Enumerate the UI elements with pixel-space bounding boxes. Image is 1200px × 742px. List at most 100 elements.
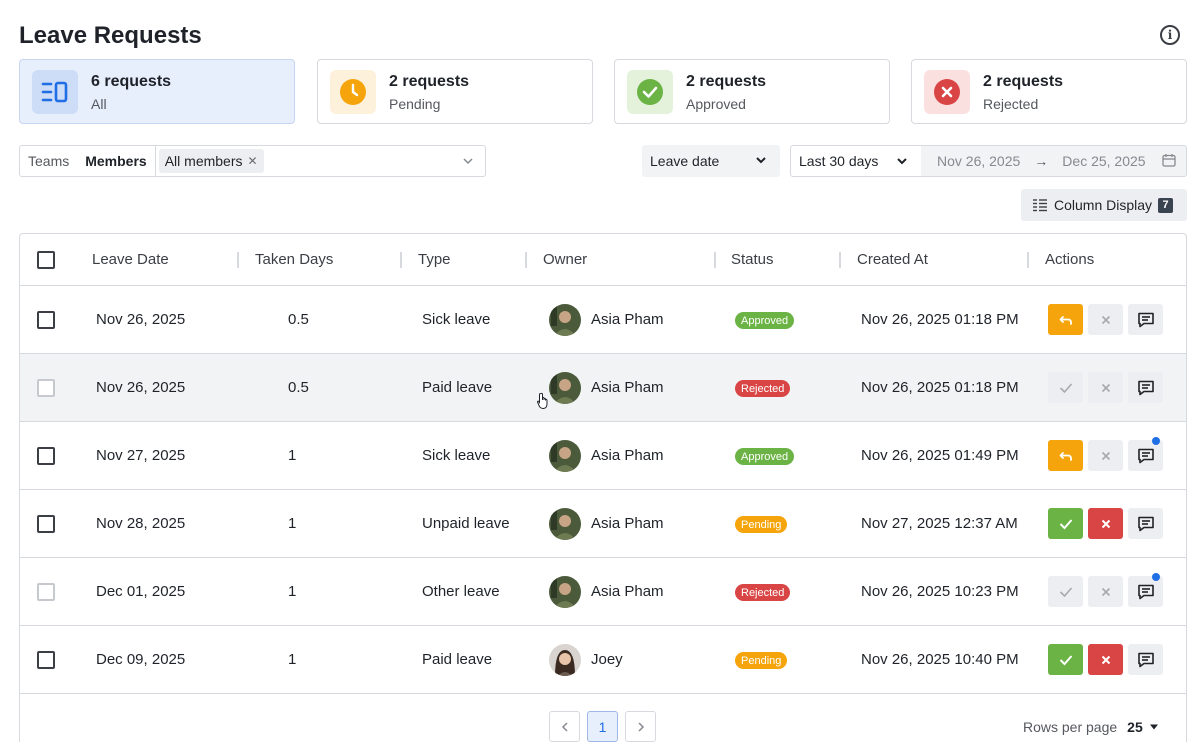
rows-per-page-label: Rows per page (1023, 719, 1118, 735)
owner-name[interactable]: Joey (591, 651, 623, 668)
teams-tab[interactable]: Teams (28, 153, 70, 169)
column-display-label: Column Display (1054, 197, 1153, 213)
col-owner[interactable]: Owner (543, 251, 588, 268)
created-at: Nov 26, 2025 10:40 PM (861, 651, 1019, 668)
table-row[interactable]: Nov 26, 2025 0.5 Paid leave Asia Pham Re… (20, 354, 1186, 422)
taken-days: 0.5 (288, 379, 309, 396)
col-created-at[interactable]: Created At (857, 251, 928, 268)
stat-card-rejected[interactable]: 2 requests Rejected (911, 59, 1187, 124)
unread-dot (1152, 437, 1160, 445)
chevron-down-icon[interactable] (461, 154, 475, 173)
taken-days: 0.5 (288, 311, 309, 328)
owner-name[interactable]: Asia Pham (591, 447, 664, 464)
created-at: Nov 26, 2025 10:23 PM (861, 583, 1019, 600)
stat-count: 2 requests (389, 72, 470, 90)
chevron-right-icon (637, 721, 644, 732)
member-chip[interactable]: All members ✕ (158, 149, 264, 173)
clock-icon (330, 69, 376, 114)
row-checkbox (37, 583, 55, 601)
row-checkbox[interactable] (37, 515, 55, 533)
hand-cursor-icon (536, 392, 552, 415)
owner-name[interactable]: Asia Pham (591, 583, 664, 600)
table-row[interactable]: Nov 26, 2025 0.5 Sick leave Asia Pham Ap… (20, 286, 1186, 354)
chevron-down-icon (895, 154, 909, 171)
table-row[interactable]: Dec 09, 2025 1 Paid leave Joey Pending N… (20, 626, 1186, 694)
reject-button[interactable] (1088, 508, 1123, 539)
undo-icon (1059, 315, 1072, 325)
comment-button[interactable] (1128, 573, 1163, 607)
stat-label: All (91, 95, 107, 112)
reject-button[interactable] (1088, 644, 1123, 675)
info-icon[interactable]: i (1160, 25, 1180, 45)
start-date[interactable]: Nov 26, 2025 (937, 153, 1021, 169)
reject-button[interactable] (1088, 440, 1123, 471)
comment-icon (1137, 380, 1154, 395)
stat-count: 2 requests (983, 72, 1064, 90)
col-status[interactable]: Status (731, 251, 774, 268)
table-row[interactable]: Dec 01, 2025 1 Other leave Asia Pham Rej… (20, 558, 1186, 626)
owner-name[interactable]: Asia Pham (591, 379, 664, 396)
owner-name[interactable]: Asia Pham (591, 515, 664, 532)
approve-button[interactable] (1048, 508, 1083, 539)
close-icon (1101, 451, 1110, 460)
approve-button[interactable] (1048, 372, 1083, 403)
columns-icon (1032, 198, 1048, 212)
date-range-picker[interactable]: Nov 26, 2025 → Dec 25, 2025 (921, 145, 1187, 177)
approve-button[interactable] (1048, 576, 1083, 607)
date-type-select[interactable]: Leave date (642, 145, 780, 177)
comment-button[interactable] (1128, 372, 1163, 403)
comment-button[interactable] (1128, 644, 1163, 675)
caret-down-icon[interactable] (1149, 723, 1159, 731)
col-actions: Actions (1045, 251, 1095, 268)
status-badge: Rejected (735, 380, 791, 397)
rows-per-page-select[interactable]: 25 (1127, 719, 1143, 735)
leave-type: Paid leave (422, 379, 493, 396)
taken-days: 1 (288, 447, 297, 464)
stat-label: Rejected (983, 95, 1039, 112)
table-row[interactable]: Nov 28, 2025 1 Unpaid leave Asia Pham Pe… (20, 490, 1186, 558)
reject-button[interactable] (1088, 304, 1123, 335)
close-icon (1101, 587, 1110, 596)
stat-card-approved[interactable]: 2 requests Approved (614, 59, 890, 124)
undo-button[interactable] (1048, 440, 1083, 471)
table-row[interactable]: Nov 27, 2025 1 Sick leave Asia Pham Appr… (20, 422, 1186, 490)
prev-page-button[interactable] (549, 711, 580, 742)
comment-button[interactable] (1128, 508, 1163, 539)
comment-button[interactable] (1128, 304, 1163, 335)
column-display-button[interactable]: Column Display 7 (1021, 189, 1187, 221)
row-checkbox[interactable] (37, 651, 55, 669)
comment-icon (1137, 448, 1154, 463)
stat-card-pending[interactable]: 2 requests Pending (317, 59, 593, 124)
rows-per-page: Rows per page 25 (1023, 719, 1159, 735)
calendar-icon (1162, 153, 1176, 170)
leave-type: Sick leave (422, 311, 491, 328)
comment-button[interactable] (1128, 437, 1163, 471)
column-count-badge: 7 (1158, 197, 1174, 213)
col-taken-days[interactable]: Taken Days (255, 251, 334, 268)
stat-card-all[interactable]: 6 requests All (19, 59, 295, 124)
next-page-button[interactable] (625, 711, 656, 742)
leave-table: Leave Date Taken Days Type Owner Status … (19, 233, 1187, 742)
undo-button[interactable] (1048, 304, 1083, 335)
col-type[interactable]: Type (418, 251, 451, 268)
status-badge: Approved (735, 448, 795, 465)
approve-button[interactable] (1048, 644, 1083, 675)
end-date[interactable]: Dec 25, 2025 (1062, 153, 1146, 169)
select-all-checkbox[interactable] (37, 251, 55, 269)
avatar (549, 644, 581, 676)
leave-date: Dec 09, 2025 (96, 651, 186, 668)
undo-icon (1059, 451, 1072, 461)
period-select[interactable]: Last 30 days (790, 145, 922, 177)
created-at: Nov 26, 2025 01:49 PM (861, 447, 1019, 464)
reject-button[interactable] (1088, 576, 1123, 607)
close-icon[interactable]: ✕ (247, 154, 258, 168)
col-leave-date[interactable]: Leave Date (92, 251, 169, 268)
status-badge: Approved (735, 312, 795, 329)
owner-name[interactable]: Asia Pham (591, 311, 664, 328)
row-checkbox[interactable] (37, 447, 55, 465)
members-tab[interactable]: Members (85, 153, 147, 169)
row-checkbox[interactable] (37, 311, 55, 329)
created-at: Nov 26, 2025 01:18 PM (861, 379, 1019, 396)
reject-button[interactable] (1088, 372, 1123, 403)
page-button-current[interactable]: 1 (587, 711, 618, 742)
